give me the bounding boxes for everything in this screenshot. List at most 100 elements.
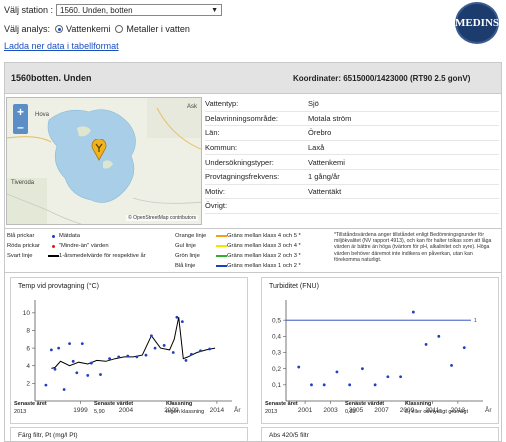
data-point — [450, 364, 453, 367]
x-tick-label: 2011 — [425, 407, 439, 414]
station-select-label: Välj station : — [4, 5, 54, 15]
map-place-label: Hova — [35, 112, 50, 118]
station-map[interactable]: + – Hova Ask Tiveroda © OpenStreetMap co… — [6, 97, 202, 225]
legend-key: Grön linje — [175, 253, 200, 259]
info-row-kommun: Kommun: Laxå — [205, 141, 499, 156]
info-value: Örebro — [308, 128, 332, 138]
info-value: Vattentäkt — [308, 186, 342, 196]
station-select-value: 1560. Unden, botten — [60, 5, 133, 15]
stats-year-label: Senaste året — [14, 401, 47, 407]
y-tick-label: 0,4 — [272, 334, 281, 341]
station-select-row: Välj station : 1560. Unden, botten ▼ — [4, 3, 223, 17]
legend-item: Svart linje 1-årsmedelvärde för respekti… — [7, 252, 146, 260]
legend-key: Röda prickar — [7, 243, 40, 249]
stats-value: 0,33 — [345, 409, 356, 415]
station-info-table: Vattentyp: Sjö Delavrinningsområde: Mota… — [205, 97, 499, 214]
radio-metaller-label[interactable]: Metaller i vatten — [126, 24, 190, 34]
chart-title: Färg filtr, Pt (mg/l Pt) — [18, 432, 78, 439]
legend-key: Orange linje — [175, 233, 207, 239]
data-point — [57, 346, 61, 350]
series-line-annual-mean — [51, 317, 216, 369]
info-row-vattentyp: Vattentyp: Sjö — [205, 97, 499, 112]
blue-dot-icon — [51, 234, 55, 238]
data-point — [462, 346, 466, 350]
x-axis-label: År — [485, 405, 492, 414]
x-tick-label: 2013 — [451, 407, 466, 414]
chart-temperature: Temp vid provtagning (°C) 2 4 6 8 10 1999 2004… — [10, 277, 248, 424]
zoom-out-label: – — [17, 119, 24, 134]
analysis-row: Välj analys: Vattenkemi Metaller i vatte… — [4, 22, 190, 36]
data-point — [399, 375, 402, 379]
data-point — [199, 349, 202, 353]
data-point — [310, 383, 313, 387]
data-point — [190, 352, 193, 356]
y-tick-label: 10 — [23, 310, 31, 317]
y-tick-label: 0,5 — [272, 317, 281, 324]
legend-marker — [215, 244, 227, 248]
legend-text: "Mindre-än" värden — [59, 243, 109, 249]
data-point — [71, 359, 75, 363]
stats-value-label: Senaste värdet — [94, 401, 134, 407]
data-point — [75, 371, 79, 375]
chart-absorbance-header: Abs 420/5 filtr — [261, 427, 499, 442]
info-label: Provtagningsfrekvens: — [205, 172, 280, 182]
data-point — [437, 334, 441, 338]
map-place-label: Ask — [187, 104, 198, 110]
station-name: 1560botten. Unden — [11, 73, 92, 83]
chart-color-header: Färg filtr, Pt (mg/l Pt) — [10, 427, 248, 442]
data-point — [126, 354, 130, 358]
x-tick-label: 2007 — [374, 407, 389, 414]
data-point — [135, 355, 139, 359]
data-point — [53, 367, 57, 371]
data-point — [68, 342, 71, 346]
x-tick-label: 2004 — [119, 407, 134, 414]
map-attribution[interactable]: © OpenStreetMap contributors — [126, 215, 198, 221]
info-value: Laxå — [308, 143, 325, 153]
info-row-provtagningsfrekvens: Provtagningsfrekvens: 1 gång/år — [205, 170, 499, 185]
chart-legend: Blå prickar Mätdata Röda prickar "Mindre… — [5, 228, 501, 273]
legend-text: Gräns mellan klass 3 och 4 * — [227, 243, 301, 249]
info-label: Delavrinningsområde: — [205, 113, 278, 123]
chart-title: Abs 420/5 filtr — [269, 432, 309, 439]
stats-class-label: Klassning — [166, 401, 193, 407]
radio-vattenkemi[interactable] — [55, 25, 64, 33]
legend-item: Blå prickar Mätdata — [7, 232, 80, 240]
data-point — [184, 359, 188, 362]
info-label: Övrigt: — [205, 201, 228, 211]
info-value: Vattenkemi — [308, 157, 345, 167]
radio-metaller[interactable] — [115, 25, 124, 33]
info-label: Kommun: — [205, 143, 238, 153]
red-dot-icon — [51, 244, 55, 248]
map-zoom-out-button[interactable]: – — [13, 119, 28, 134]
x-tick-label: 1999 — [73, 407, 88, 414]
stats-value: 5,90 — [94, 409, 105, 415]
x-tick-label: 2014 — [210, 407, 225, 414]
data-point — [162, 344, 166, 347]
station-coordinates: Koordinater: 6515000/1423000 (RT90 2.5 g… — [293, 74, 471, 83]
download-data-link[interactable]: Ladda ner data i tabellformat — [4, 41, 119, 51]
legend-marker — [47, 234, 59, 238]
info-label: Undersökningstyper: — [205, 157, 274, 167]
y-tick-label: 8 — [26, 328, 30, 335]
data-point — [171, 351, 175, 354]
legend-footnote: *Tillståndsvärdena anger tillståndet enl… — [334, 232, 492, 263]
y-tick-label: 2 — [26, 381, 30, 388]
data-point — [386, 375, 390, 379]
data-point — [411, 310, 415, 314]
stats-year: 2013 — [14, 409, 27, 415]
legend-key: Blå prickar — [7, 233, 35, 239]
chart-title: Turbiditet (FNU) — [269, 283, 319, 290]
green-line-icon — [215, 254, 227, 258]
map-canvas — [7, 98, 201, 224]
stats-class: Ej eller obetydligt grumligt — [405, 409, 468, 415]
chart-turbidity-plot: 0,1 0,2 0,3 0,4 0,5 2001 2003 2005 2007 2009 2011 2… — [272, 300, 492, 414]
info-row-delavrinningsomrade: Delavrinningsområde: Motala ström — [205, 112, 499, 127]
radio-vattenkemi-label[interactable]: Vattenkemi — [66, 24, 111, 34]
map-zoom-in-button[interactable]: + — [13, 104, 28, 119]
info-label: Vattentyp: — [205, 99, 239, 109]
data-point — [424, 343, 428, 346]
data-point — [117, 355, 121, 359]
chart-turbidity: Turbiditet (FNU) 0,1 0,2 0,3 0,4 0,5 2001 2003… — [261, 277, 499, 424]
station-select[interactable]: 1560. Unden, botten ▼ — [56, 4, 223, 16]
map-marker-icon[interactable] — [91, 139, 107, 161]
